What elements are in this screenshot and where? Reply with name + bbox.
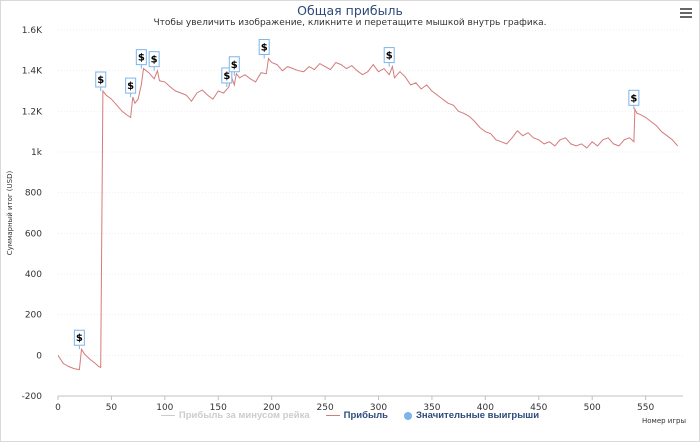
dollar-sign-icon: $ xyxy=(76,333,83,344)
x-tick-label: 500 xyxy=(584,403,601,413)
chart-title: Общая прибыль xyxy=(297,3,403,18)
dollar-sign-icon: $ xyxy=(138,53,145,64)
x-axis-title: Номер игры xyxy=(642,417,686,425)
x-tick-label: 50 xyxy=(106,403,118,413)
x-tick-label: 100 xyxy=(156,403,173,413)
dollar-sign-icon: $ xyxy=(261,42,268,53)
dollar-sign-icon: $ xyxy=(223,71,230,82)
legend-label-rake: Прибыль за минусом рейка xyxy=(178,410,310,421)
x-tick-label: 550 xyxy=(637,403,654,413)
legend-item-wins[interactable]: Значительные выигрыши xyxy=(403,410,540,421)
x-tick-label: 150 xyxy=(210,403,227,413)
win-flag-box xyxy=(148,51,160,68)
win-flag-box xyxy=(135,49,147,66)
legend-line-rake xyxy=(160,415,175,416)
dollar-sign-icon: $ xyxy=(231,60,238,71)
legend-label-profit: Прибыль xyxy=(343,410,388,421)
y-axis-title: Суммарный итог (USD) xyxy=(6,171,14,256)
x-tick-label: 300 xyxy=(370,403,387,413)
dollar-sign-icon: $ xyxy=(97,75,104,86)
x-tick-label: 400 xyxy=(477,403,494,413)
win-flag-box xyxy=(221,67,233,84)
y-tick-label: -200 xyxy=(22,392,43,402)
y-tick-label: 1.6K xyxy=(22,26,43,36)
x-tick-label: 350 xyxy=(423,403,440,413)
win-flag-box xyxy=(125,77,137,94)
win-flag-box xyxy=(95,71,107,88)
y-tick-label: 1.2K xyxy=(22,107,43,117)
legend-label-wins: Значительные выигрыши xyxy=(415,410,540,421)
y-tick-label: 600 xyxy=(25,229,42,239)
dollar-sign-icon: $ xyxy=(386,51,393,62)
legend-line-profit xyxy=(325,415,340,416)
win-flag-box xyxy=(73,329,85,346)
legend: Прибыль за минусом рейка Прибыль Значите… xyxy=(0,410,700,421)
legend-dot-wins xyxy=(403,411,412,420)
legend-item-rake[interactable]: Прибыль за минусом рейка xyxy=(160,410,310,421)
x-tick-label: 450 xyxy=(530,403,547,413)
win-flag-box xyxy=(383,47,395,64)
chart-subtitle: Чтобы увеличить изображение, кликните и … xyxy=(153,18,547,28)
x-tick-label: 200 xyxy=(263,403,280,413)
dollar-sign-icon: $ xyxy=(630,93,637,104)
y-tick-label: 400 xyxy=(25,270,42,280)
dollar-sign-icon: $ xyxy=(127,81,134,92)
y-tick-label: 0 xyxy=(36,351,42,361)
y-tick-label: 800 xyxy=(25,189,42,199)
win-flag-box xyxy=(228,56,240,73)
hamburger-menu-icon[interactable] xyxy=(680,8,692,18)
y-tick-label: 1k xyxy=(31,148,43,158)
win-flag-box xyxy=(258,38,270,55)
y-tick-label: 200 xyxy=(25,311,42,321)
y-tick-label: 1.4K xyxy=(22,67,43,77)
dollar-sign-icon: $ xyxy=(151,55,158,66)
x-tick-label: 0 xyxy=(55,403,61,413)
x-tick-label: 250 xyxy=(317,403,334,413)
win-flag-box xyxy=(628,89,640,106)
legend-item-profit[interactable]: Прибыль xyxy=(325,410,388,421)
series-line-profit xyxy=(57,57,679,371)
